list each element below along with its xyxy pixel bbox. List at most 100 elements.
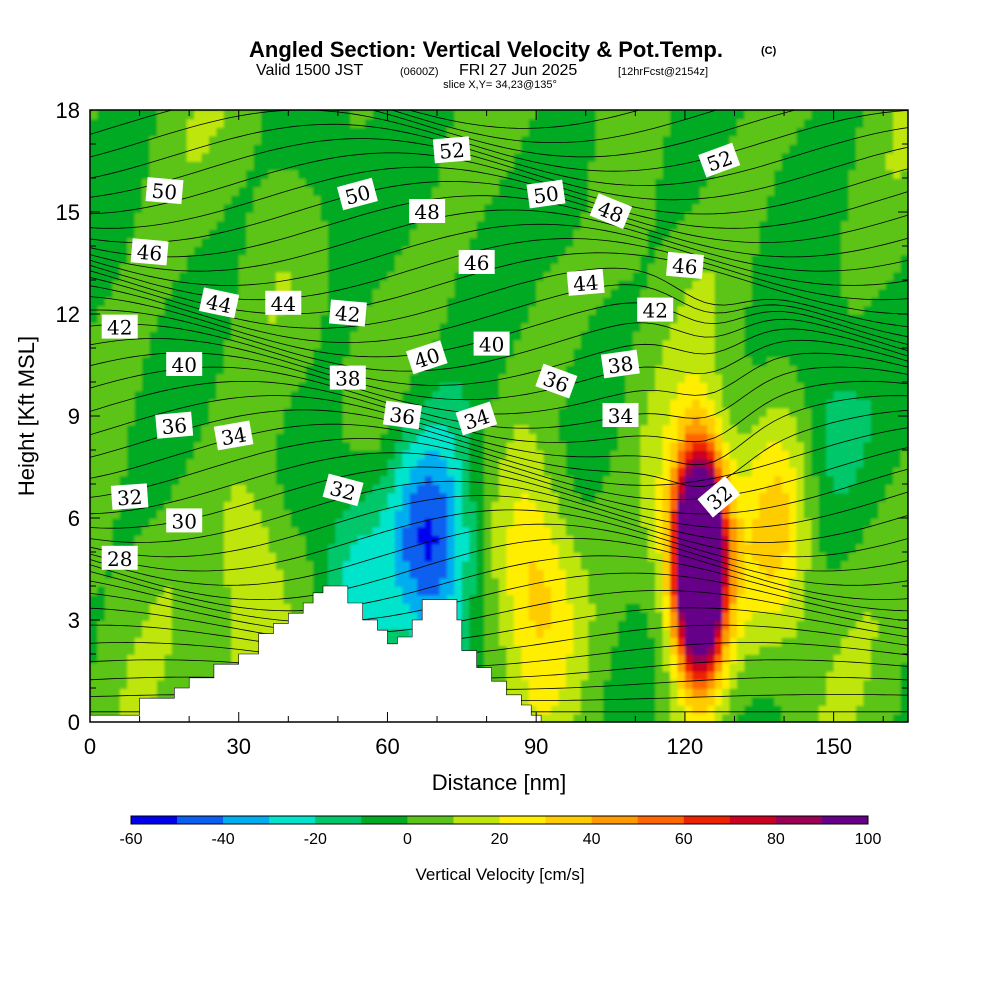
field-cell — [298, 458, 307, 468]
field-cell — [588, 450, 597, 460]
field-cell — [528, 662, 537, 672]
field-cell — [796, 339, 805, 349]
field-cell — [484, 475, 493, 485]
field-cell — [625, 705, 634, 715]
field-cell — [617, 671, 627, 681]
field-cell — [543, 713, 552, 722]
field-cell — [670, 390, 679, 400]
field-cell — [461, 492, 471, 502]
field-cell — [305, 433, 314, 443]
field-cell — [164, 620, 173, 630]
field-cell — [766, 348, 775, 358]
field-cell — [268, 628, 277, 638]
field-cell — [551, 662, 560, 672]
field-cell — [818, 679, 827, 689]
field-cell — [885, 645, 894, 655]
field-cell — [216, 450, 225, 460]
field-cell — [766, 628, 775, 638]
field-cell — [670, 594, 679, 604]
field-cell — [900, 662, 908, 672]
field-cell — [246, 348, 255, 358]
field-cell — [231, 365, 240, 375]
field-cell — [528, 492, 537, 502]
field-cell — [893, 399, 902, 409]
field-cell — [268, 535, 277, 545]
field-cell — [156, 467, 166, 477]
field-cell — [863, 552, 872, 562]
field-cell — [692, 586, 701, 596]
field-cell — [142, 560, 151, 570]
field-cell — [253, 552, 262, 562]
field-cell — [766, 620, 775, 630]
field-cell — [655, 594, 664, 604]
field-cell — [238, 543, 247, 553]
field-cell — [729, 552, 738, 562]
field-cell — [551, 688, 560, 698]
field-cell — [536, 628, 545, 638]
field-cell — [104, 348, 114, 358]
field-cell — [870, 543, 880, 553]
field-cell — [372, 373, 381, 383]
field-cell — [625, 509, 634, 519]
field-cell — [305, 569, 314, 579]
field-cell — [684, 552, 694, 562]
field-cell — [670, 535, 679, 545]
field-cell — [536, 696, 545, 706]
field-cell — [692, 407, 701, 417]
field-cell — [424, 382, 433, 392]
field-cell — [744, 662, 753, 672]
field-cell — [446, 569, 456, 579]
field-cell — [632, 577, 642, 587]
field-cell — [789, 424, 798, 434]
field-cell — [394, 628, 404, 638]
field-cell — [580, 467, 590, 477]
field-cell — [246, 458, 255, 468]
field-cell — [484, 594, 493, 604]
field-cell — [186, 645, 195, 655]
field-cell — [134, 679, 143, 689]
field-cell — [387, 373, 396, 383]
field-cell — [409, 433, 418, 443]
field-cell — [476, 611, 485, 621]
field-cell — [446, 552, 456, 562]
field-cell — [677, 696, 686, 706]
field-cell — [417, 467, 426, 477]
field-cell — [751, 373, 761, 383]
field-cell — [870, 390, 880, 400]
field-cell — [707, 441, 716, 451]
field-cell — [588, 390, 597, 400]
field-cell — [127, 535, 136, 545]
field-cell — [714, 450, 723, 460]
field-cell — [246, 390, 255, 400]
field-cell — [818, 645, 827, 655]
field-cell — [774, 441, 783, 451]
field-cell — [90, 475, 99, 485]
field-cell — [580, 365, 590, 375]
field-cell — [781, 577, 790, 587]
field-cell — [402, 509, 411, 519]
field-cell — [454, 594, 463, 604]
field-cell — [90, 441, 99, 451]
field-cell — [536, 688, 545, 698]
field-cell — [684, 662, 694, 672]
field-cell — [342, 407, 352, 417]
field-cell — [201, 373, 210, 383]
field-cell — [625, 594, 634, 604]
field-cell — [156, 458, 166, 468]
field-cell — [803, 450, 813, 460]
field-cell — [528, 637, 537, 647]
field-cell — [670, 620, 679, 630]
field-cell — [841, 399, 850, 409]
field-cell — [722, 348, 731, 358]
field-cell — [223, 373, 233, 383]
field-cell — [253, 407, 262, 417]
field-cell — [617, 467, 627, 477]
field-cell — [186, 594, 195, 604]
field-cell — [863, 679, 872, 689]
field-cell — [357, 552, 366, 562]
field-cell — [551, 458, 560, 468]
field-cell — [454, 356, 463, 366]
field-cell — [781, 509, 790, 519]
field-cell — [878, 348, 887, 358]
field-cell — [216, 348, 225, 358]
